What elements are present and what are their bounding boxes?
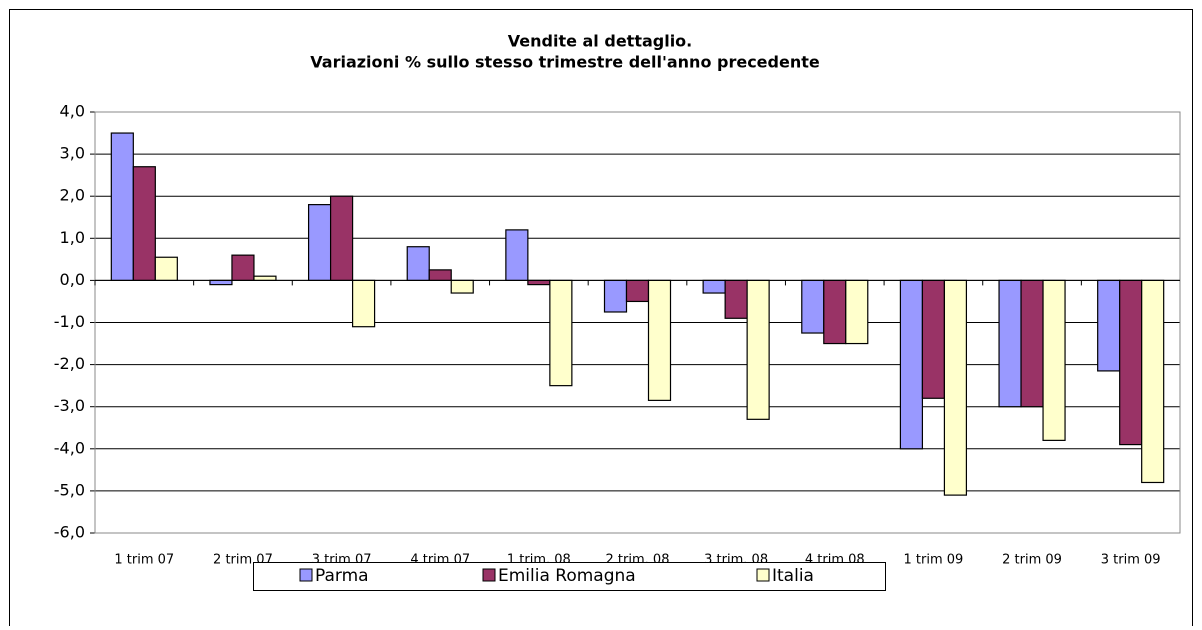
bar — [921, 279, 946, 399]
bar — [450, 279, 474, 294]
y-tick-label: 4,0 — [60, 102, 85, 121]
chart-subtitle: Variazioni % sullo stesso trimestre dell… — [310, 53, 820, 72]
bar — [899, 279, 924, 450]
bar — [351, 279, 376, 328]
chart-border — [9, 9, 1193, 630]
bar — [307, 204, 332, 281]
x-tick-label: 3 trim 09 — [1101, 553, 1161, 568]
bar — [823, 279, 847, 345]
legend-swatch — [482, 568, 496, 582]
bar — [1141, 279, 1165, 484]
bar — [625, 279, 650, 303]
y-tick-label: -6,0 — [54, 523, 85, 542]
y-tick-label: 2,0 — [60, 186, 85, 205]
bar — [527, 279, 551, 286]
y-tick-label: -3,0 — [54, 396, 85, 415]
x-tick-label: 2 trim 09 — [1002, 553, 1062, 568]
x-tick-label: 1 trim 07 — [114, 553, 174, 568]
legend-box — [253, 562, 886, 591]
x-tick-label: 1 trim 09 — [904, 553, 964, 568]
bar — [724, 279, 748, 319]
y-tick-label: -5,0 — [54, 480, 85, 499]
bar — [1119, 279, 1143, 446]
bar — [329, 195, 354, 281]
bar — [943, 279, 968, 496]
bar — [505, 229, 529, 282]
y-tick-label: 3,0 — [60, 144, 85, 163]
legend-swatch — [756, 568, 770, 582]
legend-label: Emilia Romagna — [498, 566, 636, 586]
y-tick-label: 0,0 — [60, 270, 85, 289]
chart-title: Vendite al dettaglio. — [508, 32, 693, 51]
bar — [253, 275, 277, 282]
bar — [110, 132, 134, 282]
bar — [1042, 279, 1066, 441]
bar — [549, 279, 573, 387]
bar — [1097, 279, 1121, 372]
legend-swatch — [299, 568, 313, 582]
y-tick-label: 1,0 — [60, 228, 85, 247]
bar — [845, 279, 869, 345]
bar — [132, 166, 156, 281]
y-tick-label: -2,0 — [54, 354, 85, 373]
legend-label: Parma — [315, 566, 369, 586]
bar — [1020, 279, 1044, 408]
bar — [746, 279, 770, 420]
bar — [154, 256, 178, 281]
bar — [231, 254, 255, 281]
bar — [998, 279, 1022, 408]
plot-border — [94, 111, 1181, 534]
y-tick-label: -1,0 — [54, 312, 85, 331]
bar — [702, 279, 726, 294]
bar — [647, 279, 672, 401]
bar — [406, 246, 430, 282]
y-tick-label: -4,0 — [54, 438, 85, 457]
bar — [801, 279, 825, 334]
bar — [603, 279, 628, 313]
bar — [428, 269, 452, 281]
legend-label: Italia — [772, 566, 814, 586]
bar — [209, 279, 233, 286]
